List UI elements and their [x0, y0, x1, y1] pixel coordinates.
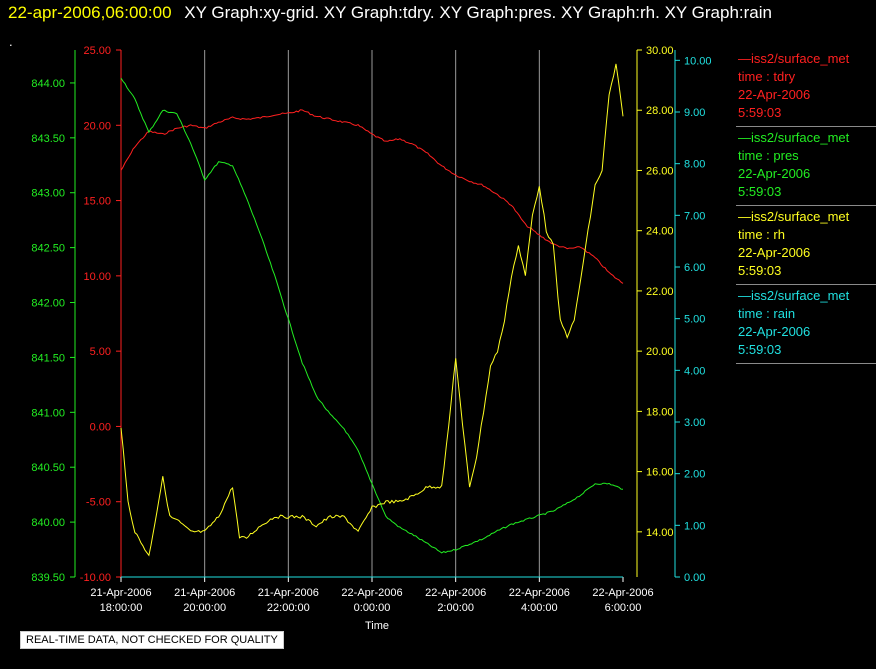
rh-tick-label: 16.00: [646, 467, 674, 479]
title-bar: 22-apr-2006,06:00:00 XY Graph:xy-grid. X…: [0, 2, 876, 26]
x-tick-date: 22-Apr-2006: [509, 587, 570, 599]
legend-time: 5:59:03: [738, 342, 782, 357]
rain-tick-label: 10.00: [684, 55, 712, 67]
legend-item-rh: —iss2/surface_met time : rh 22-Apr-2006 …: [736, 206, 876, 285]
rh-tick-label: 24.00: [646, 226, 674, 238]
tdry-tick-label: -5.00: [86, 497, 111, 509]
legend-item-tdry: —iss2/surface_met time : tdry 22-Apr-200…: [736, 48, 876, 127]
legend-date: 22-Apr-2006: [738, 166, 811, 181]
rh-tick-label: 26.00: [646, 165, 674, 177]
tdry-tick-label: 25.00: [83, 45, 111, 57]
x-tick-time: 22:00:00: [267, 602, 310, 614]
rain-tick-label: 4.00: [684, 365, 705, 377]
legend-date: 22-Apr-2006: [738, 324, 811, 339]
legend-time: 5:59:03: [738, 263, 782, 278]
pres-series-line: [120, 77, 624, 554]
x-tick-time: 20:00:00: [183, 602, 226, 614]
x-tick-date: 22-Apr-2006: [341, 587, 402, 599]
legend-series: —iss2/surface_met: [738, 209, 850, 224]
x-tick-time: 6:00:00: [605, 602, 642, 614]
rain-tick-label: 1.00: [684, 520, 705, 532]
legend-date: 22-Apr-2006: [738, 87, 811, 102]
rh-tick-label: 18.00: [646, 406, 674, 418]
pres-tick-label: 842.00: [31, 298, 65, 310]
rh-tick-label: 28.00: [646, 105, 674, 117]
rh-tick-label: 22.00: [646, 286, 674, 298]
rh-tick-label: 14.00: [646, 527, 674, 539]
legend-date: 22-Apr-2006: [738, 245, 811, 260]
x-tick-time: 0:00:00: [354, 602, 391, 614]
legend-item-pres: —iss2/surface_met time : pres 22-Apr-200…: [736, 127, 876, 206]
x-tick-date: 22-Apr-2006: [425, 587, 486, 599]
legend-item-rain: —iss2/surface_met time : rain 22-Apr-200…: [736, 285, 876, 364]
graph-titles: XY Graph:xy-grid. XY Graph:tdry. XY Grap…: [184, 3, 772, 22]
rain-tick-label: 6.00: [684, 262, 705, 274]
legend-field: time : rh: [738, 227, 785, 242]
x-axis-label: Time: [365, 620, 389, 632]
legend-field: time : pres: [738, 148, 799, 163]
tdry-tick-label: 15.00: [83, 196, 111, 208]
rain-tick-label: 7.00: [684, 210, 705, 222]
rain-tick-label: 9.00: [684, 107, 705, 119]
rh-tick-label: 20.00: [646, 346, 674, 358]
pres-tick-label: 840.00: [31, 517, 65, 529]
x-tick-date: 22-Apr-2006: [592, 587, 653, 599]
rain-tick-label: 2.00: [684, 469, 705, 481]
legend-time: 5:59:03: [738, 105, 782, 120]
pres-tick-label: 841.00: [31, 407, 65, 419]
rain-tick-label: 8.00: [684, 159, 705, 171]
pres-tick-label: 839.50: [31, 572, 65, 584]
x-tick-date: 21-Apr-2006: [90, 587, 151, 599]
rh-series-line: [120, 63, 624, 557]
legend-series: —iss2/surface_met: [738, 130, 850, 145]
legend-series: —iss2/surface_met: [738, 51, 850, 66]
pres-tick-label: 842.50: [31, 243, 65, 255]
rh-tick-label: 30.00: [646, 45, 674, 57]
rain-tick-label: 3.00: [684, 417, 705, 429]
x-tick-time: 18:00:00: [100, 602, 143, 614]
pres-tick-label: 843.50: [31, 133, 65, 145]
quality-notice: REAL-TIME DATA, NOT CHECKED FOR QUALITY: [20, 631, 284, 649]
pres-tick-label: 841.50: [31, 352, 65, 364]
tdry-tick-label: -10.00: [80, 572, 111, 584]
rain-tick-label: 5.00: [684, 314, 705, 326]
dot-marker: .: [9, 34, 13, 49]
pres-tick-label: 844.00: [31, 78, 65, 90]
tdry-tick-label: 5.00: [90, 346, 111, 358]
legend: —iss2/surface_met time : tdry 22-Apr-200…: [736, 48, 876, 364]
x-tick-date: 21-Apr-2006: [258, 587, 319, 599]
timestamp: 22-apr-2006,06:00:00: [8, 3, 172, 22]
legend-field: time : tdry: [738, 69, 796, 84]
tdry-tick-label: 0.00: [90, 421, 111, 433]
x-tick-date: 21-Apr-2006: [174, 587, 235, 599]
pres-tick-label: 840.50: [31, 462, 65, 474]
x-tick-time: 2:00:00: [437, 602, 474, 614]
tdry-tick-label: 20.00: [83, 120, 111, 132]
legend-time: 5:59:03: [738, 184, 782, 199]
legend-field: time : rain: [738, 306, 796, 321]
tdry-series-line: [120, 109, 624, 284]
x-tick-time: 4:00:00: [521, 602, 558, 614]
rain-tick-label: 0.00: [684, 572, 705, 584]
legend-series: —iss2/surface_met: [738, 288, 850, 303]
pres-tick-label: 843.00: [31, 188, 65, 200]
tdry-tick-label: 10.00: [83, 271, 111, 283]
